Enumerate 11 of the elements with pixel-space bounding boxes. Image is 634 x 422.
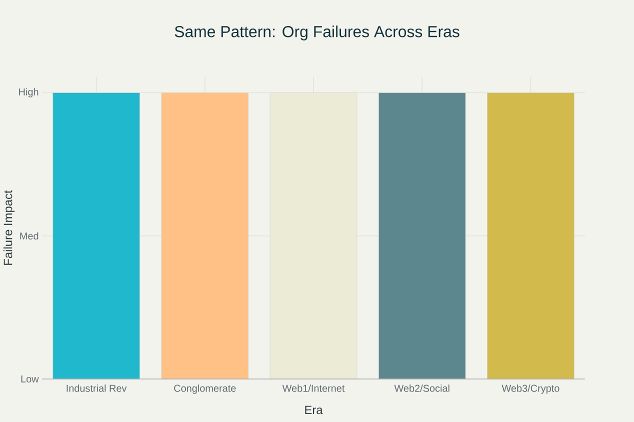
x-tick-label: Web1/Internet xyxy=(282,384,345,392)
x-tick-label: Industrial Rev xyxy=(66,384,127,392)
x-axis-title: Era xyxy=(305,406,323,414)
x-tick-label: Web2/Social xyxy=(394,384,450,392)
y-axis-title: Failure Impact xyxy=(3,190,15,265)
x-tick-label: Web3/Crypto xyxy=(502,384,560,394)
text: High xyxy=(19,88,38,98)
chart-title: Same Pattern: Org Failures Across Eras xyxy=(174,26,460,40)
x-tick-label: Conglomerate xyxy=(174,384,236,394)
text: Low xyxy=(21,376,39,382)
text: Med xyxy=(20,232,38,240)
